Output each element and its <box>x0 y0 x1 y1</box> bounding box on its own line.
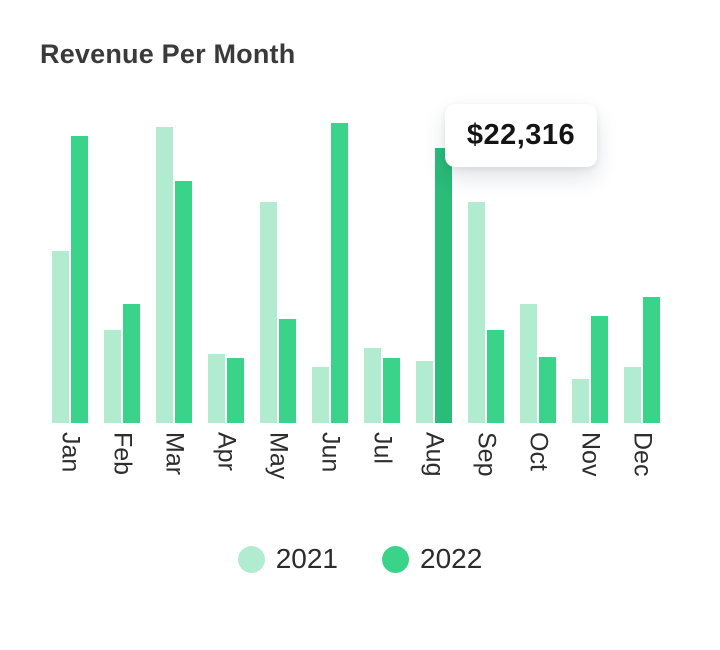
bar-nov-2021[interactable] <box>572 379 589 423</box>
bar-dec-2022[interactable] <box>643 297 660 423</box>
bar-jan-2021[interactable] <box>52 251 69 423</box>
bar-feb-2022[interactable] <box>123 304 140 423</box>
x-axis-label-oct: Oct <box>524 432 553 471</box>
bar-apr-2021[interactable] <box>208 354 225 423</box>
bar-jun-2021[interactable] <box>312 367 329 423</box>
bar-sep-2021[interactable] <box>468 202 485 423</box>
bar-may-2021[interactable] <box>260 202 277 423</box>
bar-jul-2021[interactable] <box>364 348 381 423</box>
x-axis-label-dec: Dec <box>628 432 657 477</box>
legend-label-2021: 2021 <box>275 543 338 574</box>
bar-mar-2022[interactable] <box>175 181 192 423</box>
plot-area <box>0 100 720 423</box>
x-axis-label-jul: Jul <box>368 432 397 464</box>
bar-feb-2021[interactable] <box>104 330 121 423</box>
x-axis-label-aug: Aug <box>420 432 449 477</box>
bar-may-2022[interactable] <box>279 319 296 423</box>
x-axis-label-apr: Apr <box>212 432 241 471</box>
tooltip-value: $22,316 <box>466 119 576 151</box>
x-axis-label-jan: Jan <box>56 432 85 473</box>
legend-item-2021[interactable]: 2021 <box>237 543 338 575</box>
x-axis-label-jun: Jun <box>316 432 345 473</box>
x-axis-label-nov: Nov <box>576 432 605 477</box>
bar-jul-2022[interactable] <box>383 358 400 423</box>
bar-aug-2022[interactable] <box>435 148 452 423</box>
legend-swatch-2022 <box>382 545 409 573</box>
bar-dec-2021[interactable] <box>624 367 641 423</box>
legend-label-2022: 2022 <box>420 543 483 574</box>
legend: 2021 2022 <box>0 543 720 575</box>
bar-apr-2022[interactable] <box>227 358 244 423</box>
legend-swatch-2021 <box>237 545 265 573</box>
x-axis-label-feb: Feb <box>108 432 137 476</box>
x-axis: Jan Feb Mar Apr May Jun Jul Aug Sep Oct Nov Dec <box>0 430 720 515</box>
bar-nov-2022[interactable] <box>591 316 608 423</box>
bar-aug-2021[interactable] <box>416 361 433 423</box>
bar-jan-2022[interactable] <box>71 136 88 423</box>
chart-title: Revenue Per Month <box>40 39 296 69</box>
bar-oct-2021[interactable] <box>520 304 537 423</box>
bar-sep-2022[interactable] <box>487 330 504 423</box>
bar-mar-2021[interactable] <box>156 127 173 423</box>
bar-jun-2022[interactable] <box>331 123 348 423</box>
x-axis-label-sep: Sep <box>472 432 501 477</box>
bar-oct-2022[interactable] <box>539 357 556 423</box>
tooltip: $22,316 <box>445 104 597 167</box>
legend-item-2022[interactable]: 2022 <box>382 543 482 575</box>
x-axis-label-mar: Mar <box>160 432 189 476</box>
x-axis-label-may: May <box>264 432 293 480</box>
